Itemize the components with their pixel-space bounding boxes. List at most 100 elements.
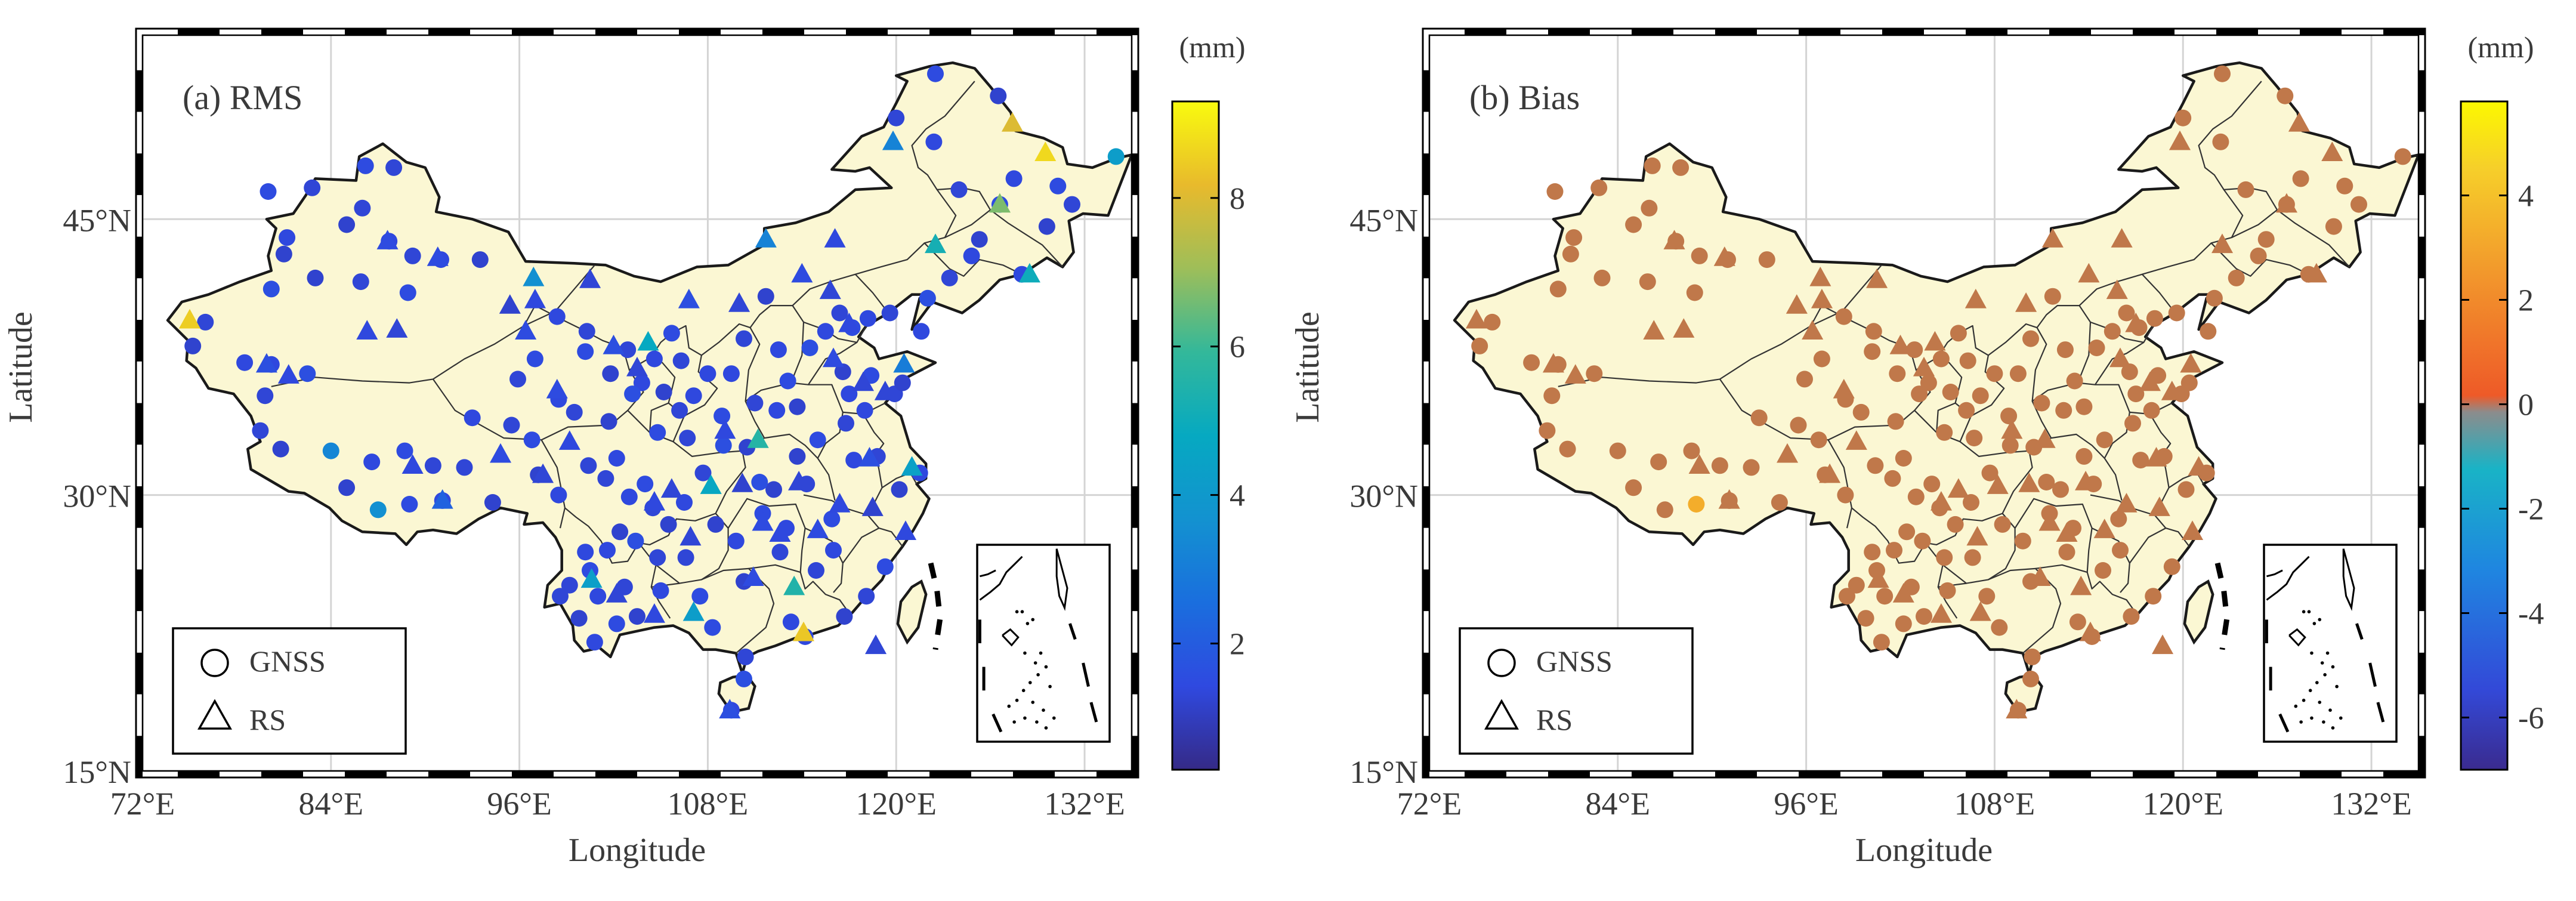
frame-segment: [1423, 236, 1429, 279]
frame-segment: [1013, 771, 1055, 777]
gnss-station-marker: [2112, 542, 2129, 559]
gnss-station-marker: [2095, 562, 2111, 579]
rs-station-marker: [178, 308, 200, 329]
gnss-station-marker: [736, 670, 752, 687]
inset-boundary-dash: [992, 713, 1003, 733]
gnss-station-marker: [399, 284, 416, 301]
gnss-station-marker: [1864, 343, 1881, 360]
gnss-station-marker: [1064, 196, 1080, 213]
rs-station-marker: [1966, 526, 1988, 546]
gnss-station-marker: [2228, 269, 2245, 286]
gnss-station-marker: [1947, 516, 1964, 533]
rs-station-marker: [747, 428, 769, 448]
gnss-station-marker: [307, 269, 324, 286]
frame-border: [135, 27, 1139, 779]
province-boundary: [672, 323, 750, 442]
x-tick-label: 84°E: [299, 786, 364, 822]
rs-station-marker: [838, 313, 860, 332]
gnss-station-marker: [1484, 313, 1501, 331]
frame-segment: [261, 29, 303, 35]
rs-station-marker: [755, 228, 777, 248]
gnss-station-marker: [1950, 325, 1967, 342]
gnss-station-marker: [1672, 159, 1689, 176]
colorbar-tick-label: -4: [2518, 597, 2544, 631]
rs-station-marker: [1465, 308, 1487, 329]
gnss-station-marker: [1644, 157, 1661, 174]
gnss-station-marker: [236, 354, 254, 371]
inset-boundary-dash: [1068, 623, 1077, 640]
gnss-station-marker: [633, 374, 650, 391]
gnss-station-marker: [599, 542, 616, 559]
frame-segment: [2419, 569, 2425, 612]
rs-station-marker: [1564, 364, 1586, 384]
frame-segment: [136, 486, 143, 528]
frame-segment: [136, 736, 143, 777]
gnss-station-marker: [679, 430, 696, 447]
gnss-station-marker: [1625, 479, 1642, 496]
frame-segment: [1132, 403, 1138, 445]
province-boundary: [2090, 321, 2154, 343]
rs-station-marker: [1819, 463, 1841, 483]
gnss-station-marker: [2200, 323, 2217, 340]
colorbar: 2 4 6 8 (mm): [1171, 30, 1246, 771]
frame-segment: [2419, 652, 2425, 695]
gnss-station-marker: [1835, 308, 1852, 325]
gnss-station-marker: [1972, 387, 1989, 405]
gnss-station-marker: [252, 422, 269, 439]
rs-station-marker: [1542, 353, 1564, 373]
frame-segment: [595, 771, 637, 777]
gnss-station-marker: [891, 481, 908, 498]
gnss-station-marker: [602, 365, 619, 382]
gnss-station-marker: [2123, 608, 2140, 625]
inset-island: [1044, 726, 1048, 730]
gnss-station-marker: [694, 464, 712, 482]
rs-station-marker: [523, 266, 545, 286]
gnss-station-marker: [707, 516, 724, 533]
inset-island: [1023, 716, 1027, 720]
province-boundary: [923, 242, 1023, 277]
gnss-station-marker: [1916, 608, 1932, 625]
gnss-station-marker: [2069, 613, 2086, 631]
gnss-station-marker: [456, 459, 473, 476]
gnss-station-marker: [809, 431, 826, 449]
gnss-station-marker: [845, 452, 863, 469]
gnss-station-marker: [338, 479, 356, 496]
rs-station-marker: [1987, 474, 2009, 494]
rs-station-marker: [1867, 568, 1889, 588]
inset-coastline: [980, 569, 996, 578]
gnss-station-marker: [757, 288, 774, 305]
rs-station-marker: [731, 473, 753, 492]
rs-station-marker: [700, 474, 722, 494]
gnss-station-marker: [971, 231, 988, 248]
rs-station-marker: [901, 456, 923, 476]
legend-gnss-label: GNSS: [249, 644, 326, 678]
rs-station-marker: [2075, 471, 2097, 490]
inset-coastline: [1055, 548, 1068, 611]
gnss-station-marker: [279, 229, 296, 246]
frame-segment: [846, 771, 888, 777]
gnss-station-marker: [1981, 464, 1999, 482]
gnss-station-marker: [369, 501, 387, 519]
gnss-station-marker: [611, 523, 629, 541]
gnss-station-marker: [714, 408, 731, 425]
gnss-station-marker: [2168, 304, 2185, 322]
rs-station-marker: [376, 230, 399, 249]
gnss-station-marker: [1920, 374, 1937, 391]
frame-segment: [1423, 70, 1429, 112]
inset-boundary-dash: [2376, 702, 2385, 723]
rs-station-marker: [2139, 371, 2161, 391]
colorbar-gradient: [1171, 100, 1220, 771]
gnss-station-marker: [1586, 365, 1603, 382]
rs-station-marker: [1811, 288, 1833, 308]
province-boundary: [2035, 564, 2135, 612]
frame-segment: [1423, 153, 1429, 195]
gnss-station-marker: [1978, 588, 1996, 605]
inset-boundary-dash: [1089, 702, 1098, 723]
province-boundary: [745, 305, 805, 402]
province-boundary: [701, 567, 775, 654]
frame-segment: [261, 771, 303, 777]
inset-island: [1039, 651, 1043, 655]
gnss-station-marker: [503, 416, 520, 434]
province-boundary: [2031, 382, 2130, 439]
gnss-station-marker: [2277, 87, 2294, 104]
